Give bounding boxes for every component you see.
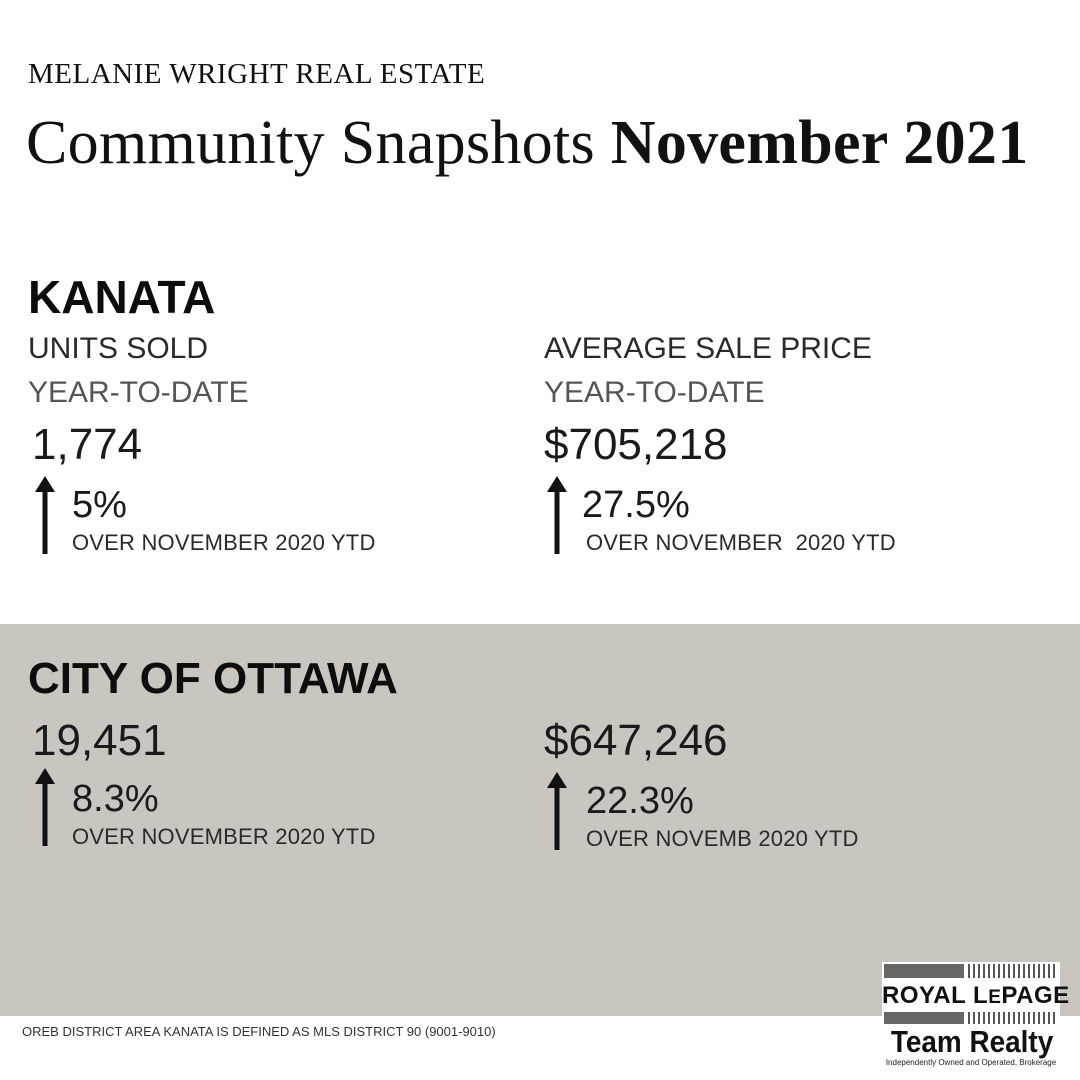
title-bold: November 2021 [610, 109, 1029, 177]
ottawa-section [0, 624, 1080, 1016]
ottawa-units-change: 8.3% [72, 778, 159, 820]
logo-bars-top [884, 964, 1055, 978]
logo-royal-small: E [988, 987, 1002, 1008]
footnote: OREB DISTRICT AREA KANATA IS DEFINED AS … [22, 1024, 496, 1039]
logo-royal-lepage: ROYAL LEPAGE [882, 982, 1069, 1010]
arrow-up-icon [35, 768, 55, 846]
ottawa-price-comparison: OVER NOVEMB 2020 YTD [586, 826, 859, 851]
kanata-units-period: YEAR-TO-DATE [28, 376, 249, 409]
ottawa-units-value: 19,451 [32, 716, 167, 765]
logo-royal-part-2: PAGE [1001, 982, 1070, 1009]
kanata-price-value: $705,218 [544, 420, 728, 469]
logo-royal-part-1: ROYAL L [882, 982, 989, 1009]
kanata-units-comparison: OVER NOVEMBER 2020 YTD [72, 530, 376, 555]
logo-team-realty: Team Realty [890, 1024, 1054, 1059]
kanata-units-value: 1,774 [32, 420, 143, 469]
ottawa-price-change: 22.3% [586, 780, 694, 822]
kanata-units-change: 5% [72, 484, 127, 526]
page-title: Community Snapshots November 2021 [26, 108, 1029, 179]
kanata-price-period: YEAR-TO-DATE [544, 376, 765, 409]
kanata-price-comparison: OVER NOVEMBER 2020 YTD [586, 530, 896, 555]
arrow-up-icon [547, 476, 567, 554]
logo-tagline: Independently Owned and Operated, Broker… [885, 1058, 1057, 1067]
kanata-heading: KANATA [28, 271, 216, 323]
royal-lepage-logo: ROYAL LEPAGE Team Realty Independently O… [882, 962, 1069, 1072]
kanata-price-label: AVERAGE SALE PRICE [544, 332, 872, 365]
arrow-up-icon [35, 476, 55, 554]
ottawa-price-value: $647,246 [544, 716, 728, 765]
brand-name: MELANIE WRIGHT REAL ESTATE [28, 58, 486, 90]
kanata-price-change: 27.5% [582, 484, 690, 526]
logo-bars-bottom [884, 1012, 1055, 1024]
ottawa-units-comparison: OVER NOVEMBER 2020 YTD [72, 824, 376, 849]
ottawa-heading: CITY OF OTTAWA [28, 654, 398, 703]
title-regular: Community Snapshots [26, 109, 611, 177]
kanata-units-label: UNITS SOLD [28, 332, 209, 365]
arrow-up-icon [547, 772, 567, 850]
